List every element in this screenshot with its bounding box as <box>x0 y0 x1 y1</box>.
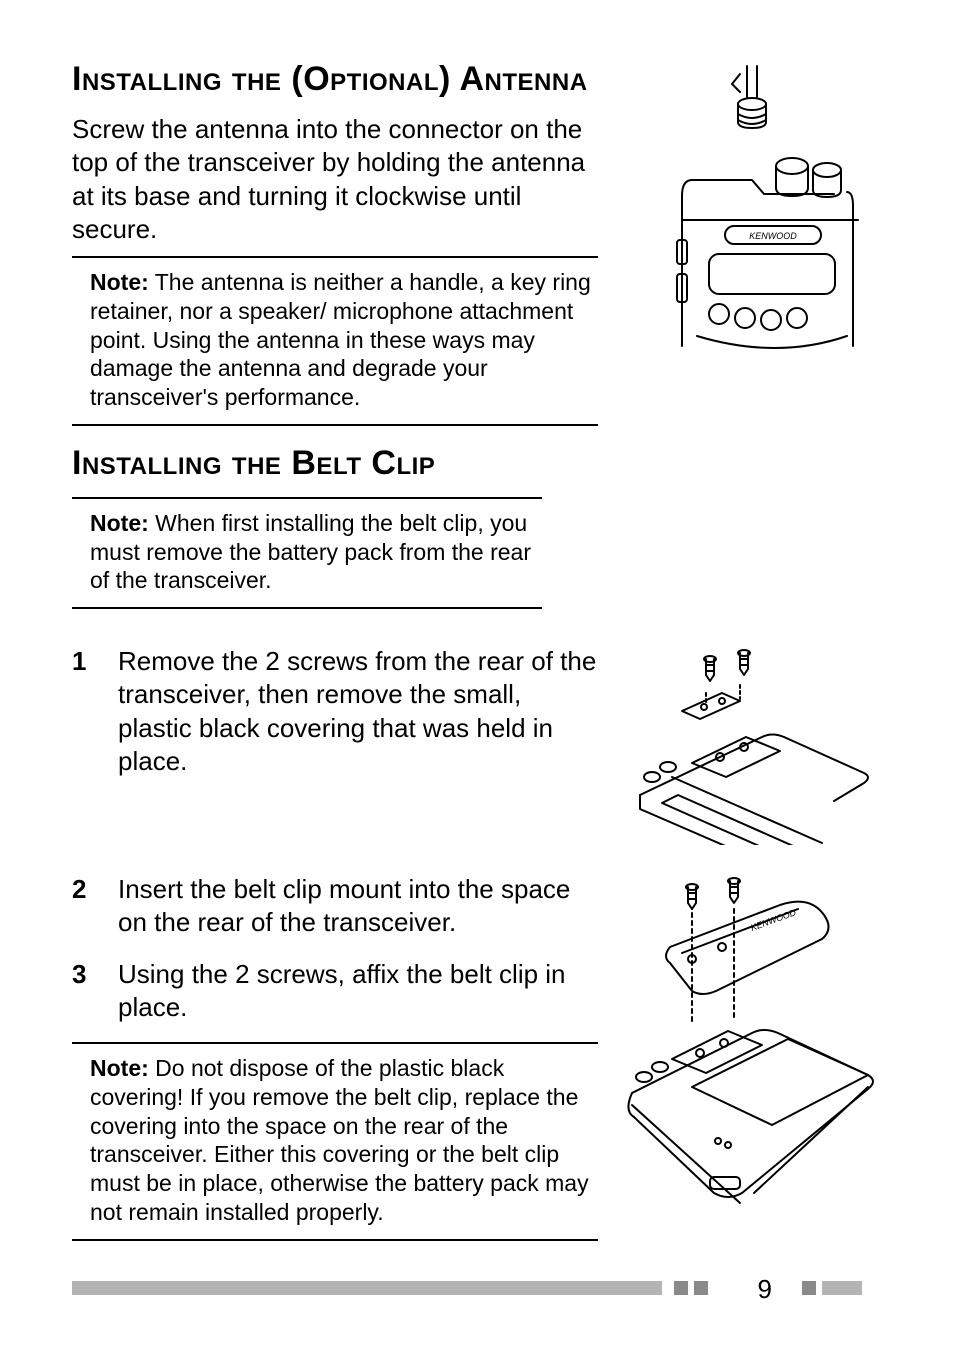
beltclip-note1-box: Note: When first installing the belt cli… <box>72 497 542 609</box>
step-text-3: Using the 2 screws, affix the belt clip … <box>118 958 598 1025</box>
beltclip-step23-row: 2 Insert the belt clip mount into the sp… <box>72 873 882 1259</box>
manual-page: Installing the (Optional) Antenna Screw … <box>0 0 954 1345</box>
antenna-figure-column: KENWOOD <box>622 60 882 360</box>
beltclip-note2-box: Note: Do not dispose of the plastic blac… <box>72 1042 598 1241</box>
beltclip-section-title: Installing the Belt Clip <box>72 444 882 483</box>
remove-screws-icon <box>622 645 882 845</box>
insert-beltclip-icon: KENWOOD <box>622 873 882 1213</box>
step-number-1: 1 <box>72 645 118 778</box>
beltclip-step-1: 1 Remove the 2 screws from the rear of t… <box>72 645 598 778</box>
svg-text:KENWOOD: KENWOOD <box>749 907 798 933</box>
beltclip-figure-top-col <box>622 645 882 845</box>
step-number-2: 2 <box>72 873 118 940</box>
antenna-install-icon: KENWOOD <box>637 60 867 360</box>
antenna-note-box: Note: The antenna is neither a handle, a… <box>72 256 598 426</box>
page-number: 9 <box>758 1274 772 1305</box>
antenna-text-column: Installing the (Optional) Antenna Screw … <box>72 60 622 444</box>
antenna-note-body: The antenna is neither a handle, a key r… <box>90 269 591 410</box>
svg-text:KENWOOD: KENWOOD <box>749 231 797 241</box>
step-text-1: Remove the 2 screws from the rear of the… <box>118 645 598 778</box>
beltclip-step-2: 2 Insert the belt clip mount into the sp… <box>72 873 598 940</box>
step-number-3: 3 <box>72 958 118 1025</box>
beltclip-note1-label: Note: <box>90 510 149 536</box>
antenna-section-title: Installing the (Optional) Antenna <box>72 60 598 99</box>
antenna-body-text: Screw the antenna into the connector on … <box>72 113 598 246</box>
beltclip-figure-bottom-col: KENWOOD <box>622 873 882 1213</box>
beltclip-note2-label: Note: <box>90 1055 149 1081</box>
page-footer: 9 <box>72 1271 882 1301</box>
beltclip-step1-textcol: 1 Remove the 2 screws from the rear of t… <box>72 645 622 796</box>
beltclip-step1-row: 1 Remove the 2 screws from the rear of t… <box>72 645 882 845</box>
antenna-section-row: Installing the (Optional) Antenna Screw … <box>72 60 882 444</box>
beltclip-note2-body: Do not dispose of the plastic black cove… <box>90 1055 589 1225</box>
beltclip-step23-textcol: 2 Insert the belt clip mount into the sp… <box>72 873 622 1259</box>
beltclip-note1-body: When first installing the belt clip, you… <box>90 510 531 594</box>
beltclip-note1-text: Note: When first installing the belt cli… <box>72 509 542 595</box>
antenna-note-text: Note: The antenna is neither a handle, a… <box>72 268 598 412</box>
beltclip-step-3: 3 Using the 2 screws, affix the belt cli… <box>72 958 598 1025</box>
antenna-note-label: Note: <box>90 269 149 295</box>
step-text-2: Insert the belt clip mount into the spac… <box>118 873 598 940</box>
beltclip-note2-text: Note: Do not dispose of the plastic blac… <box>72 1054 598 1227</box>
